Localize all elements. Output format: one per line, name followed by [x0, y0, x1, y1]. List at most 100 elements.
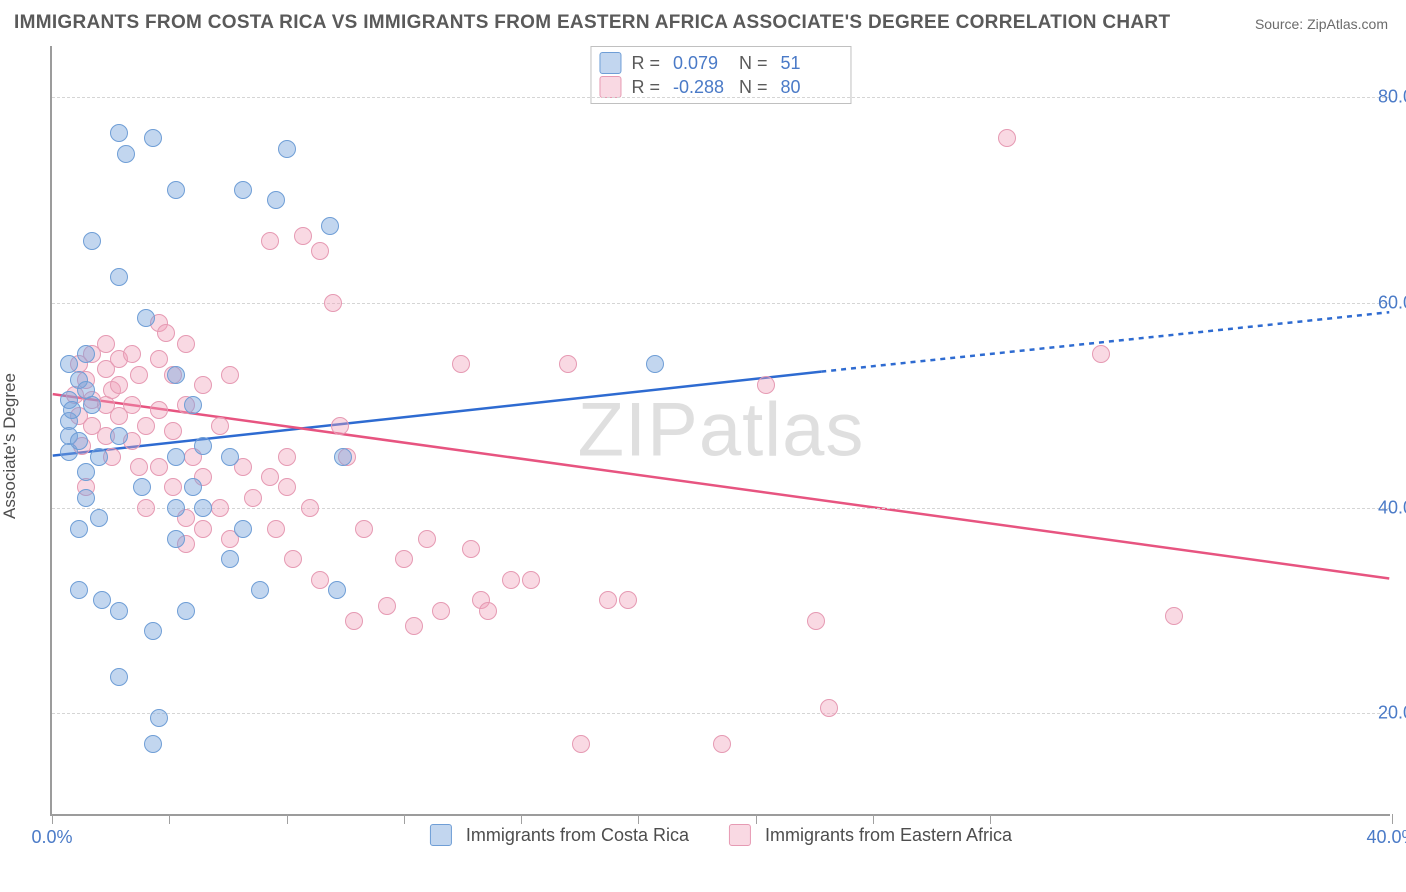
scatter-point-series2 [502, 571, 520, 589]
scatter-point-series2 [130, 366, 148, 384]
gridline [52, 713, 1390, 714]
scatter-point-series1 [167, 530, 185, 548]
scatter-point-series2 [164, 478, 182, 496]
scatter-point-series2 [123, 345, 141, 363]
legend-item-series2: Immigrants from Eastern Africa [729, 824, 1012, 846]
scatter-point-series2 [194, 520, 212, 538]
scatter-point-series1 [646, 355, 664, 373]
scatter-point-series2 [998, 129, 1016, 147]
scatter-point-series1 [328, 581, 346, 599]
y-tick-label: 80.0% [1378, 87, 1406, 108]
scatter-point-series1 [70, 520, 88, 538]
x-tick [638, 814, 639, 824]
scatter-point-series2 [395, 550, 413, 568]
n-value-series1: 51 [781, 51, 843, 75]
x-tick [404, 814, 405, 824]
scatter-point-series2 [405, 617, 423, 635]
scatter-point-series1 [90, 448, 108, 466]
scatter-point-series2 [123, 396, 141, 414]
scatter-point-series1 [267, 191, 285, 209]
scatter-point-series2 [345, 612, 363, 630]
scatter-point-series2 [757, 376, 775, 394]
scatter-point-series1 [70, 432, 88, 450]
scatter-point-series1 [144, 129, 162, 147]
scatter-point-series1 [278, 140, 296, 158]
scatter-point-series1 [177, 602, 195, 620]
legend-label-series2: Immigrants from Eastern Africa [765, 825, 1012, 846]
y-axis-label: Associate's Degree [0, 373, 20, 519]
scatter-point-series1 [167, 448, 185, 466]
n-label: N = [739, 51, 768, 75]
scatter-point-series1 [77, 489, 95, 507]
scatter-point-series2 [432, 602, 450, 620]
scatter-point-series1 [137, 309, 155, 327]
scatter-point-series2 [324, 294, 342, 312]
scatter-point-series1 [194, 499, 212, 517]
scatter-point-series2 [572, 735, 590, 753]
regression-lines [52, 46, 1390, 814]
scatter-point-series2 [462, 540, 480, 558]
scatter-point-series2 [164, 422, 182, 440]
n-value-series2: 80 [781, 75, 843, 99]
legend-label-series1: Immigrants from Costa Rica [466, 825, 689, 846]
scatter-point-series2 [278, 448, 296, 466]
gridline [52, 303, 1390, 304]
scatter-point-series2 [177, 335, 195, 353]
scatter-point-series2 [150, 401, 168, 419]
scatter-point-series1 [234, 181, 252, 199]
y-tick-label: 20.0% [1378, 703, 1406, 724]
scatter-point-series1 [110, 124, 128, 142]
scatter-point-series1 [221, 448, 239, 466]
scatter-point-series2 [599, 591, 617, 609]
scatter-point-series2 [355, 520, 373, 538]
y-tick-label: 60.0% [1378, 292, 1406, 313]
scatter-point-series2 [284, 550, 302, 568]
scatter-point-series2 [194, 376, 212, 394]
scatter-point-series2 [522, 571, 540, 589]
x-tick [990, 814, 991, 824]
swatch-series1-bottom [430, 824, 452, 846]
stats-legend: R = 0.079 N = 51 R = -0.288 N = 80 [590, 46, 851, 104]
watermark: ZIPatlas [578, 387, 865, 474]
scatter-point-series2 [559, 355, 577, 373]
scatter-point-series2 [244, 489, 262, 507]
scatter-point-series2 [713, 735, 731, 753]
scatter-point-series1 [194, 437, 212, 455]
scatter-point-series2 [211, 417, 229, 435]
scatter-point-series2 [211, 499, 229, 517]
scatter-point-series2 [820, 699, 838, 717]
stats-row-series1: R = 0.079 N = 51 [599, 51, 842, 75]
scatter-point-series2 [110, 376, 128, 394]
scatter-point-series1 [234, 520, 252, 538]
scatter-point-series2 [130, 458, 148, 476]
stats-row-series2: R = -0.288 N = 80 [599, 75, 842, 99]
x-tick-label: 0.0% [31, 827, 72, 848]
swatch-series2 [599, 76, 621, 98]
scatter-point-series2 [1092, 345, 1110, 363]
scatter-point-series1 [110, 427, 128, 445]
scatter-point-series2 [452, 355, 470, 373]
scatter-point-series2 [261, 468, 279, 486]
scatter-point-series1 [334, 448, 352, 466]
scatter-point-series2 [378, 597, 396, 615]
n-label: N = [739, 75, 768, 99]
scatter-point-series1 [63, 401, 81, 419]
scatter-point-series2 [150, 350, 168, 368]
r-value-series1: 0.079 [673, 51, 735, 75]
scatter-point-series1 [110, 668, 128, 686]
scatter-point-series2 [619, 591, 637, 609]
scatter-point-series2 [137, 417, 155, 435]
y-tick-label: 40.0% [1378, 498, 1406, 519]
x-tick [1392, 814, 1393, 824]
scatter-point-series2 [807, 612, 825, 630]
scatter-point-series1 [150, 709, 168, 727]
gridline [52, 508, 1390, 509]
scatter-point-series1 [77, 345, 95, 363]
scatter-point-series1 [117, 145, 135, 163]
chart-title: IMMIGRANTS FROM COSTA RICA VS IMMIGRANTS… [14, 12, 1170, 34]
scatter-point-series1 [167, 366, 185, 384]
x-tick [756, 814, 757, 824]
scatter-point-series1 [93, 591, 111, 609]
scatter-point-series1 [90, 509, 108, 527]
source-attribution: Source: ZipAtlas.com [1255, 16, 1388, 32]
